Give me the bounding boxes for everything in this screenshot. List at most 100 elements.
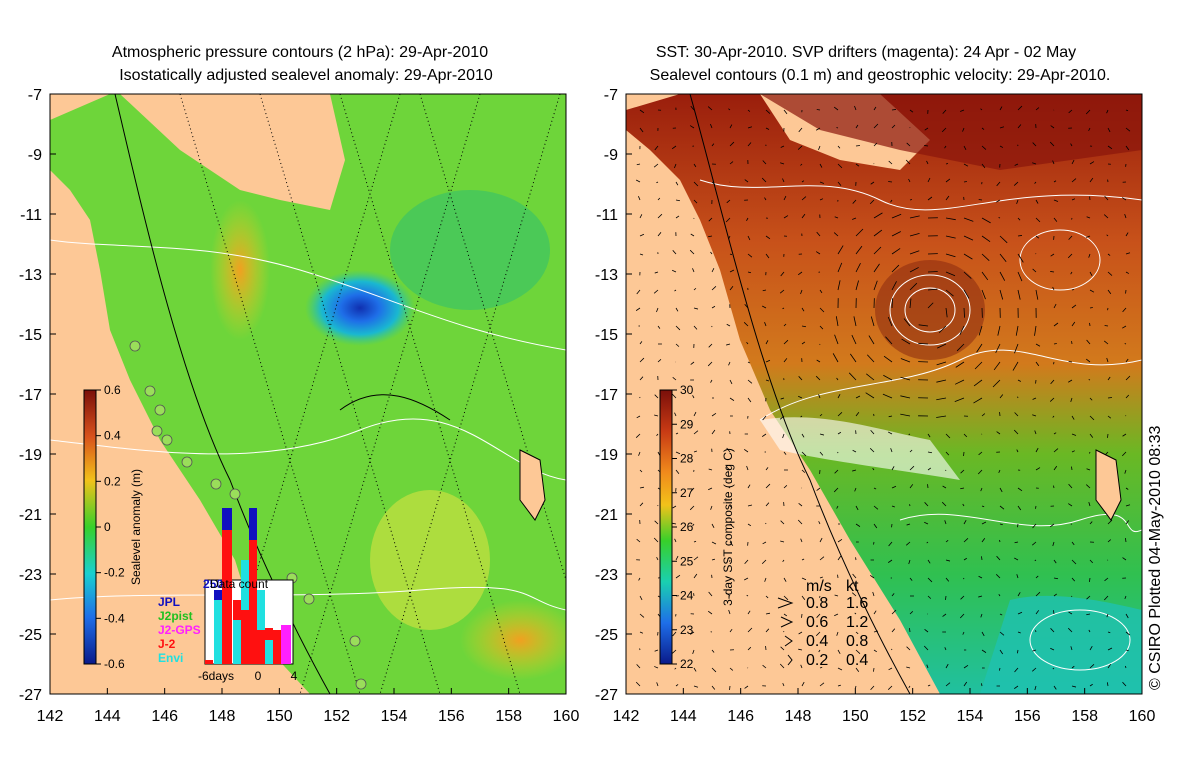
velocity-arrow — [711, 541, 717, 545]
velocity-arrow — [855, 395, 861, 399]
velocity-arrow — [872, 591, 875, 597]
velocity-arrow — [1053, 610, 1055, 615]
data-count-legend-item: Envi — [158, 651, 183, 665]
velocity-arrow — [779, 663, 785, 669]
velocity-arrow — [1104, 325, 1109, 327]
velocity-arrow — [909, 250, 920, 255]
velocity-arrow — [783, 485, 788, 489]
velocity-arrow — [762, 541, 767, 545]
velocity-arrow — [801, 595, 806, 600]
velocity-arrow — [800, 538, 803, 543]
velocity-arrow — [891, 213, 902, 219]
velocity-arrow — [927, 595, 932, 599]
speed-legend-header-kt: kt — [846, 578, 859, 595]
velocity-arrow — [903, 318, 911, 327]
velocity-arrow — [999, 523, 1003, 526]
velocity-arrow — [837, 412, 843, 417]
velocity-arrow — [1067, 253, 1073, 259]
velocity-arrow — [675, 432, 679, 435]
velocity-arrow — [891, 298, 893, 309]
velocity-arrow — [945, 577, 950, 582]
velocity-arrow — [1089, 683, 1093, 687]
velocity-arrow — [1014, 667, 1019, 673]
velocity-arrow — [818, 145, 821, 151]
velocity-arrow — [981, 127, 985, 130]
velocity-arrow — [765, 483, 771, 489]
velocity-arrow — [870, 429, 875, 435]
velocity-arrow — [1016, 574, 1019, 579]
velocity-arrow — [1125, 649, 1129, 652]
data-count-title: Data count — [210, 577, 269, 591]
velocity-arrow — [693, 667, 697, 672]
velocity-arrow — [747, 126, 753, 129]
velocity-arrow — [1035, 505, 1037, 509]
velocity-arrow — [855, 263, 861, 273]
velocity-arrow — [674, 163, 677, 169]
velocity-arrow — [1017, 592, 1021, 597]
velocity-arrow — [909, 199, 913, 201]
velocity-arrow — [888, 160, 893, 165]
velocity-arrow — [891, 248, 901, 255]
colorbar-tick-label: 25 — [680, 554, 694, 568]
velocity-arrow — [1071, 159, 1075, 165]
velocity-arrow — [926, 541, 929, 544]
velocity-arrow — [711, 268, 715, 273]
velocity-arrow — [837, 555, 842, 561]
velocity-arrow — [959, 613, 965, 619]
velocity-arrow — [783, 339, 789, 345]
velocity-arrow — [837, 280, 841, 291]
velocity-arrow — [765, 628, 770, 633]
velocity-arrow — [1125, 127, 1131, 132]
coastline-islands — [339, 394, 451, 421]
velocity-arrow — [689, 125, 695, 129]
velocity-arrow — [782, 178, 785, 183]
velocity-arrow — [855, 124, 859, 129]
velocity-arrow — [675, 684, 679, 687]
velocity-arrow — [945, 253, 956, 258]
velocity-arrow — [708, 468, 713, 471]
velocity-arrow — [729, 628, 733, 633]
velocity-arrow — [981, 505, 985, 508]
velocity-arrow — [852, 199, 857, 204]
velocity-arrow — [855, 228, 864, 237]
velocity-arrow — [1103, 340, 1109, 345]
velocity-arrow — [836, 377, 839, 381]
velocity-arrow — [855, 245, 863, 255]
velocity-arrow — [798, 648, 803, 651]
velocity-arrow — [1107, 519, 1113, 525]
velocity-arrow — [689, 631, 695, 635]
velocity-arrow — [693, 573, 698, 579]
velocity-arrow — [924, 629, 929, 633]
y-tick-label: -17 — [19, 387, 42, 404]
left-x-axis: 142 144 146 148 150 152 154 156 158 160 — [37, 688, 579, 725]
velocity-arrow — [747, 253, 753, 258]
velocity-arrow — [981, 145, 987, 150]
data-count-x-label: -6days — [198, 669, 234, 683]
velocity-arrow — [999, 667, 1001, 671]
velocity-arrow — [1050, 628, 1055, 633]
velocity-arrow — [945, 289, 954, 297]
velocity-arrow — [873, 212, 883, 219]
velocity-arrow — [1032, 397, 1037, 400]
velocity-arrow — [729, 541, 734, 547]
velocity-arrow — [891, 485, 897, 489]
velocity-arrow — [711, 429, 716, 435]
velocity-arrow — [693, 181, 699, 187]
velocity-arrow — [1034, 685, 1037, 691]
velocity-arrow — [1017, 217, 1021, 221]
velocity-arrow — [981, 217, 991, 224]
velocity-arrow — [692, 523, 695, 527]
velocity-arrow — [873, 505, 879, 510]
velocity-arrow — [891, 281, 897, 291]
velocity-arrow — [1035, 575, 1039, 579]
velocity-arrow — [909, 298, 912, 309]
velocity-arrow — [901, 338, 911, 345]
speed-legend-arrow — [777, 597, 794, 609]
velocity-arrow — [999, 539, 1001, 543]
velocity-arrow — [891, 466, 895, 471]
velocity-arrow — [672, 505, 677, 509]
y-tick-label: -13 — [595, 267, 618, 284]
velocity-arrow — [851, 334, 857, 345]
velocity-arrow — [926, 664, 929, 669]
velocity-arrow — [635, 681, 641, 687]
